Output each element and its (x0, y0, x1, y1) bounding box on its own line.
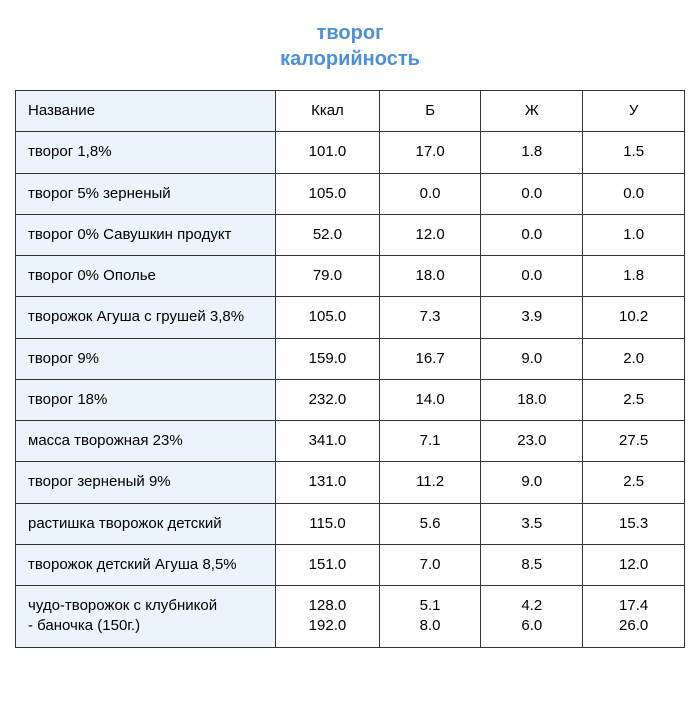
col-header-b: Б (379, 91, 481, 132)
table-row: творог 1,8%101.017.01.81.5 (16, 132, 685, 173)
table-header-row: Название Ккал Б Ж У (16, 91, 685, 132)
cell-name: творог зерненый 9% (16, 462, 276, 503)
table-row: масса творожная 23%341.07.123.027.5 (16, 421, 685, 462)
table-row: творог зерненый 9%131.011.29.02.5 (16, 462, 685, 503)
cell-kcal-line1: 128.0 (288, 596, 367, 616)
cell-u-line1: 17.4 (595, 596, 672, 616)
cell-u: 17.426.0 (583, 586, 685, 648)
cell-name: творожок детский Агуша 8,5% (16, 544, 276, 585)
table-row: творог 0% Савушкин продукт52.012.00.01.0 (16, 214, 685, 255)
cell-b: 5.18.0 (379, 586, 481, 648)
cell-b: 12.0 (379, 214, 481, 255)
cell-zh: 0.0 (481, 256, 583, 297)
cell-zh: 3.5 (481, 503, 583, 544)
cell-b: 16.7 (379, 338, 481, 379)
cell-zh: 18.0 (481, 379, 583, 420)
cell-u: 0.0 (583, 173, 685, 214)
cell-zh: 23.0 (481, 421, 583, 462)
cell-u: 10.2 (583, 297, 685, 338)
col-header-u: У (583, 91, 685, 132)
cell-u: 2.0 (583, 338, 685, 379)
cell-kcal: 131.0 (276, 462, 380, 503)
cell-name-line2: - баночка (150г.) (28, 616, 263, 636)
col-header-zh: Ж (481, 91, 583, 132)
cell-b: 7.1 (379, 421, 481, 462)
cell-kcal: 115.0 (276, 503, 380, 544)
cell-name-line1: чудо-творожок с клубникой (28, 596, 263, 616)
cell-b: 7.0 (379, 544, 481, 585)
cell-b: 18.0 (379, 256, 481, 297)
cell-zh-line1: 4.2 (493, 596, 570, 616)
cell-u: 12.0 (583, 544, 685, 585)
cell-name: творожок Агуша с грушей 3,8% (16, 297, 276, 338)
table-row: творожок Агуша с грушей 3,8%105.07.33.91… (16, 297, 685, 338)
cell-b: 14.0 (379, 379, 481, 420)
cell-b-line2: 8.0 (392, 616, 469, 636)
calorie-table: Название Ккал Б Ж У творог 1,8%101.017.0… (15, 90, 685, 648)
cell-zh: 0.0 (481, 173, 583, 214)
cell-u: 27.5 (583, 421, 685, 462)
title-line-2: калорийность (280, 48, 420, 70)
cell-zh: 0.0 (481, 214, 583, 255)
cell-kcal: 101.0 (276, 132, 380, 173)
cell-u-line2: 26.0 (595, 616, 672, 636)
cell-b: 7.3 (379, 297, 481, 338)
cell-name: творог 5% зерненый (16, 173, 276, 214)
table-row: творожок детский Агуша 8,5%151.07.08.512… (16, 544, 685, 585)
cell-zh: 9.0 (481, 462, 583, 503)
cell-kcal: 128.0192.0 (276, 586, 380, 648)
table-row: творог 0% Ополье79.018.00.01.8 (16, 256, 685, 297)
cell-kcal: 232.0 (276, 379, 380, 420)
cell-kcal-line2: 192.0 (288, 616, 367, 636)
cell-kcal: 159.0 (276, 338, 380, 379)
cell-kcal: 105.0 (276, 297, 380, 338)
cell-zh: 4.26.0 (481, 586, 583, 648)
table-row: творог 9%159.016.79.02.0 (16, 338, 685, 379)
table-row: чудо-творожок с клубникой- баночка (150г… (16, 586, 685, 648)
cell-kcal: 105.0 (276, 173, 380, 214)
cell-name: растишка творожок детский (16, 503, 276, 544)
title-line-1: творог (317, 22, 384, 44)
table-row: растишка творожок детский115.05.63.515.3 (16, 503, 685, 544)
page-title: творог калорийность (15, 20, 685, 72)
cell-u: 15.3 (583, 503, 685, 544)
cell-name: творог 1,8% (16, 132, 276, 173)
cell-name: творог 0% Савушкин продукт (16, 214, 276, 255)
cell-zh: 8.5 (481, 544, 583, 585)
cell-zh: 3.9 (481, 297, 583, 338)
cell-kcal: 151.0 (276, 544, 380, 585)
cell-zh: 1.8 (481, 132, 583, 173)
table-row: творог 18%232.014.018.02.5 (16, 379, 685, 420)
cell-u: 2.5 (583, 462, 685, 503)
cell-name: чудо-творожок с клубникой- баночка (150г… (16, 586, 276, 648)
cell-name: творог 18% (16, 379, 276, 420)
cell-u: 2.5 (583, 379, 685, 420)
cell-zh-line2: 6.0 (493, 616, 570, 636)
cell-zh: 9.0 (481, 338, 583, 379)
col-header-kcal: Ккал (276, 91, 380, 132)
cell-kcal: 52.0 (276, 214, 380, 255)
cell-u: 1.0 (583, 214, 685, 255)
cell-kcal: 79.0 (276, 256, 380, 297)
cell-name: творог 9% (16, 338, 276, 379)
cell-b: 5.6 (379, 503, 481, 544)
cell-kcal: 341.0 (276, 421, 380, 462)
table-row: творог 5% зерненый105.00.00.00.0 (16, 173, 685, 214)
cell-b: 11.2 (379, 462, 481, 503)
cell-b-line1: 5.1 (392, 596, 469, 616)
cell-u: 1.8 (583, 256, 685, 297)
cell-name: масса творожная 23% (16, 421, 276, 462)
cell-b: 17.0 (379, 132, 481, 173)
cell-name: творог 0% Ополье (16, 256, 276, 297)
col-header-name: Название (16, 91, 276, 132)
cell-u: 1.5 (583, 132, 685, 173)
cell-b: 0.0 (379, 173, 481, 214)
